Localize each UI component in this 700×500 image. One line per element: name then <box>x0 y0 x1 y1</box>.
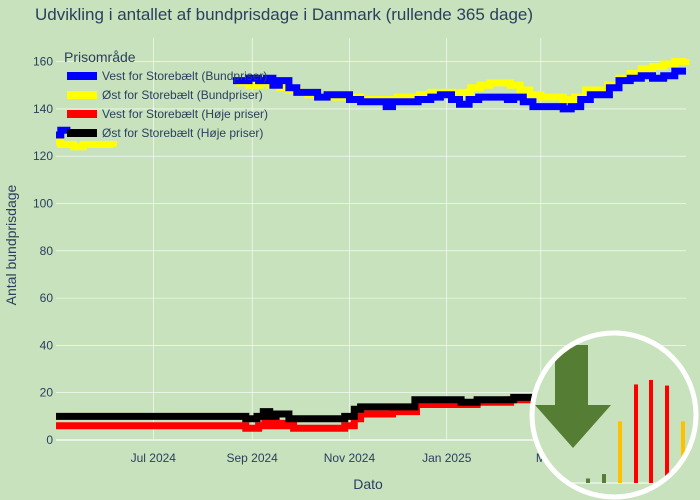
logo-bar <box>602 474 606 483</box>
legend-swatch <box>67 91 97 99</box>
logo-bar <box>634 384 638 483</box>
legend-item-label[interactable]: Øst for Storebælt (Høje priser) <box>102 126 263 140</box>
legend-item-label[interactable]: Vest for Storebælt (Bundpriser) <box>102 69 267 83</box>
x-tick-label: Nov 2024 <box>324 451 376 465</box>
logo-bar <box>665 385 669 483</box>
y-axis-ticks: 0 20 40 60 80 100 120 140 160 <box>33 55 53 447</box>
logo <box>529 330 699 500</box>
y-axis-title: Antal bundprisdage <box>3 184 19 305</box>
y-tick-label: 0 <box>46 433 53 447</box>
x-axis-title: Dato <box>353 476 383 492</box>
y-tick-label: 100 <box>33 197 53 211</box>
series-line <box>56 138 117 151</box>
series-line <box>56 126 71 139</box>
legend: Prisområde Vest for Storebælt (Bundprise… <box>64 49 268 140</box>
y-tick-label: 160 <box>33 55 53 69</box>
y-tick-label: 60 <box>40 291 54 305</box>
logo-ring <box>529 330 699 500</box>
down-arrow-icon <box>535 345 611 448</box>
y-tick-label: 20 <box>40 386 54 400</box>
logo-bar <box>586 478 590 483</box>
x-tick-label: Jul 2024 <box>131 451 177 465</box>
legend-item-label[interactable]: Øst for Storebælt (Bundpriser) <box>102 88 263 102</box>
y-tick-label: 120 <box>33 149 53 163</box>
x-tick-label: Jan 2025 <box>422 451 472 465</box>
logo-bar <box>618 421 622 483</box>
series-line <box>233 67 686 113</box>
legend-swatch <box>67 129 97 137</box>
series-layer <box>56 58 690 432</box>
legend-title: Prisområde <box>64 49 136 65</box>
logo-bar <box>649 379 653 483</box>
y-tick-label: 140 <box>33 102 53 116</box>
x-tick-label: M <box>536 451 546 465</box>
legend-swatch <box>67 110 97 118</box>
logo-bar <box>681 421 685 483</box>
y-tick-label: 80 <box>40 244 54 258</box>
x-axis-ticks: Jul 2024 Sep 2024 Nov 2024 Jan 2025 M <box>131 451 546 465</box>
y-tick-label: 40 <box>40 338 54 352</box>
series-line <box>56 393 541 423</box>
chart-title: Udvikling i antallet af bundprisdage i D… <box>35 5 533 24</box>
legend-item-label[interactable]: Vest for Storebælt (Høje priser) <box>102 107 268 121</box>
x-tick-label: Sep 2024 <box>226 451 278 465</box>
legend-swatch <box>67 72 97 80</box>
